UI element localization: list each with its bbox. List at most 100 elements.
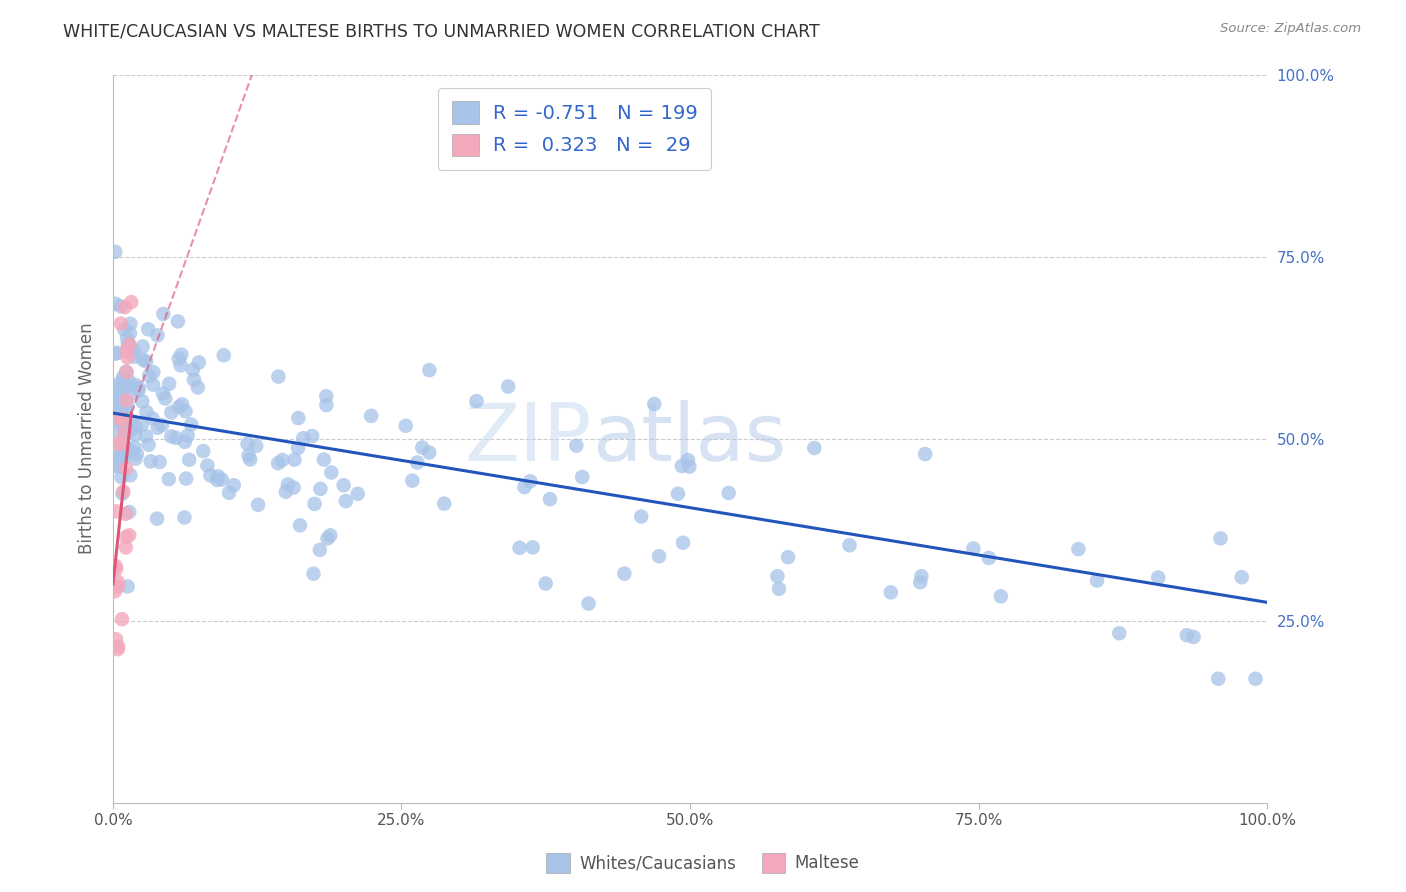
Point — [110, 385, 132, 400]
Point — [112, 323, 135, 337]
Point — [135, 405, 157, 419]
Point — [104, 409, 127, 424]
Point — [277, 477, 299, 491]
Point — [124, 440, 146, 454]
Point — [177, 428, 200, 442]
Point — [418, 445, 440, 459]
Point — [115, 365, 138, 379]
Point — [672, 535, 695, 549]
Point — [271, 453, 294, 467]
Point — [115, 441, 138, 455]
Point — [1209, 532, 1232, 546]
Point — [236, 437, 259, 451]
Point — [105, 425, 128, 440]
Point — [160, 429, 183, 443]
Point — [172, 397, 194, 411]
Point — [179, 452, 201, 467]
Point — [152, 307, 174, 321]
Point — [115, 530, 138, 544]
Point — [117, 337, 139, 351]
Point — [509, 541, 531, 555]
Point — [538, 492, 561, 507]
Point — [104, 378, 127, 392]
Point — [302, 566, 325, 581]
Point — [247, 498, 270, 512]
Point — [115, 393, 138, 408]
Y-axis label: Births to Unmarried Women: Births to Unmarried Women — [79, 323, 96, 554]
Point — [149, 455, 172, 469]
Point — [766, 569, 789, 583]
Point — [142, 411, 165, 425]
Point — [120, 468, 142, 483]
Point — [717, 486, 740, 500]
Point — [411, 441, 433, 455]
Point — [1085, 574, 1108, 588]
Point — [104, 393, 127, 408]
Point — [146, 328, 169, 343]
Point — [962, 541, 984, 556]
Point — [335, 494, 357, 508]
Point — [120, 317, 142, 331]
Point — [104, 558, 127, 573]
Point — [131, 339, 153, 353]
Legend: R = -0.751   N = 199, R =  0.323   N =  29: R = -0.751 N = 199, R = 0.323 N = 29 — [439, 88, 711, 169]
Point — [138, 368, 160, 383]
Point — [118, 326, 141, 341]
Point — [465, 394, 488, 409]
Point — [315, 398, 337, 412]
Point — [1175, 628, 1198, 642]
Point — [200, 468, 222, 483]
Point — [990, 590, 1012, 604]
Point — [309, 482, 332, 496]
Point — [111, 486, 134, 500]
Point — [160, 405, 183, 419]
Point — [676, 453, 699, 467]
Point — [565, 439, 588, 453]
Legend: Whites/Caucasians, Maltese: Whites/Caucasians, Maltese — [540, 847, 866, 880]
Point — [648, 549, 671, 564]
Point — [128, 381, 150, 395]
Point — [107, 436, 129, 450]
Point — [768, 582, 790, 596]
Point — [406, 455, 429, 469]
Point — [105, 504, 128, 518]
Point — [131, 394, 153, 409]
Point — [146, 421, 169, 435]
Point — [170, 348, 193, 362]
Point — [838, 538, 860, 552]
Point — [274, 484, 297, 499]
Point — [222, 478, 245, 492]
Point — [165, 431, 187, 445]
Point — [283, 481, 305, 495]
Point — [187, 355, 209, 369]
Point — [107, 346, 129, 360]
Point — [111, 417, 134, 432]
Point — [105, 562, 128, 576]
Point — [110, 300, 132, 314]
Point — [319, 528, 342, 542]
Point — [1244, 672, 1267, 686]
Point — [496, 379, 519, 393]
Point — [115, 344, 138, 359]
Point — [630, 509, 652, 524]
Point — [187, 380, 209, 394]
Point — [174, 471, 197, 485]
Point — [122, 343, 145, 358]
Point — [107, 459, 129, 474]
Point — [104, 347, 127, 361]
Point — [193, 444, 215, 458]
Point — [321, 466, 343, 480]
Point — [212, 348, 235, 362]
Point — [114, 396, 136, 410]
Point — [287, 441, 309, 455]
Point — [910, 569, 932, 583]
Point — [117, 351, 139, 365]
Point — [360, 409, 382, 423]
Point — [111, 385, 134, 400]
Point — [125, 447, 148, 461]
Point — [107, 450, 129, 465]
Point — [114, 507, 136, 521]
Point — [107, 580, 129, 594]
Point — [880, 585, 903, 599]
Point — [124, 427, 146, 442]
